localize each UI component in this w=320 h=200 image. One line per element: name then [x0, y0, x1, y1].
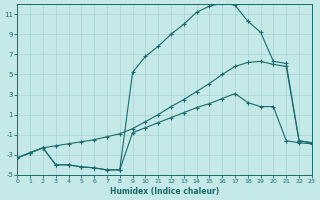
X-axis label: Humidex (Indice chaleur): Humidex (Indice chaleur) [110, 187, 219, 196]
